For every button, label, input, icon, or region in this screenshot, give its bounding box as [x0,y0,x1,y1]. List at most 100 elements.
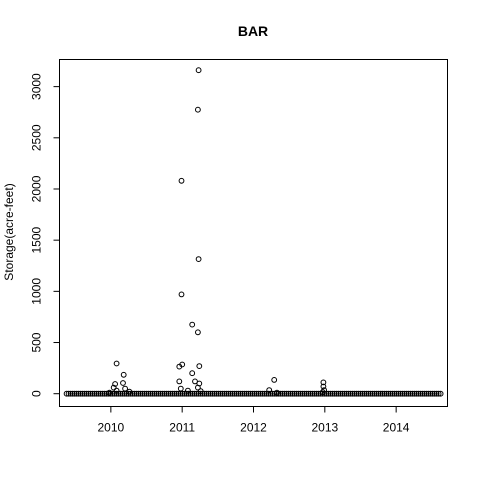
baseline-point [369,390,376,397]
y-tick-label: 2500 [30,124,44,151]
y-axis: 0 500 1000 1500 2000 2500 3000 [30,73,60,397]
data-point [176,378,183,385]
data-point [320,379,327,386]
baseline-point [365,390,372,397]
baseline-point [303,390,310,397]
baseline-point [203,390,210,397]
data-point [189,370,196,377]
baseline-point [243,390,250,397]
x-tick-label: 2010 [98,421,125,435]
baseline-point [383,390,390,397]
baseline-point [429,390,436,397]
baseline-point [327,390,334,397]
baseline-point [291,390,298,397]
baseline-point [149,390,156,397]
baseline-point [385,390,392,397]
baseline-point [189,390,196,397]
baseline-point [229,390,236,397]
baseline-point [329,390,336,397]
baseline-point [131,390,138,397]
baseline-point [431,390,438,397]
baseline-point [289,390,296,397]
data-point [178,177,185,184]
baseline-point [305,390,312,397]
baseline-point [65,390,72,397]
data-point [112,381,118,387]
baseline-point [133,390,140,397]
baseline-point [301,390,308,397]
baseline-point [399,390,406,397]
baseline-point [221,390,228,397]
baseline-point [331,390,338,397]
data-point [195,256,202,263]
baseline-point [69,390,76,397]
baseline-point [93,390,100,397]
baseline-point [95,390,102,397]
baseline-point [143,390,150,397]
baseline-point [207,390,214,397]
baseline-point [227,390,234,397]
baseline-point [205,390,212,397]
baseline-point [137,390,144,397]
baseline-point [181,390,188,397]
baseline-point [297,390,304,397]
baseline-point [261,390,268,397]
baseline-point [197,390,204,397]
baseline-point [147,390,154,397]
baseline-point [339,390,346,397]
data-point [113,387,120,394]
baseline-point [411,390,418,397]
baseline-point [231,390,238,397]
baseline-point [85,390,92,397]
baseline-points [63,390,444,397]
baseline-point [217,390,224,397]
baseline-point [239,390,246,397]
y-tick-label: 1000 [30,278,44,305]
baseline-point [433,390,440,397]
x-tick-label: 2014 [383,421,410,435]
chart-title: BAR [238,23,268,39]
baseline-point [173,390,180,397]
baseline-point [117,390,124,397]
baseline-point [235,390,242,397]
baseline-point [357,390,364,397]
baseline-point [179,390,186,397]
data-point [195,329,201,336]
baseline-point [277,390,284,397]
baseline-point [201,390,208,397]
baseline-point [209,390,216,397]
baseline-point [237,390,244,397]
baseline-point [81,390,88,397]
baseline-point [71,390,78,397]
baseline-point [397,390,404,397]
baseline-point [161,390,168,397]
baseline-point [419,390,426,397]
data-point [195,384,201,391]
x-tick-label: 2013 [311,421,338,435]
y-tick-label: 1500 [30,226,44,253]
baseline-point [247,390,254,397]
baseline-point [377,390,384,397]
baseline-point [417,390,424,397]
baseline-point [359,390,366,397]
baseline-point [159,390,166,397]
baseline-point [287,390,294,397]
baseline-point [415,390,422,397]
baseline-point [257,390,264,397]
baseline-point [387,390,394,397]
baseline-point [87,390,94,397]
baseline-point [423,390,430,397]
baseline-point [255,390,262,397]
baseline-point [379,390,386,397]
data-point [274,389,280,396]
baseline-point [363,390,370,397]
data-point [106,389,113,396]
data-point [189,321,196,328]
data-point [266,387,273,394]
baseline-point [353,390,360,397]
baseline-point [89,390,96,397]
baseline-point [163,390,170,397]
baseline-point [267,390,274,397]
baseline-point [151,390,158,397]
